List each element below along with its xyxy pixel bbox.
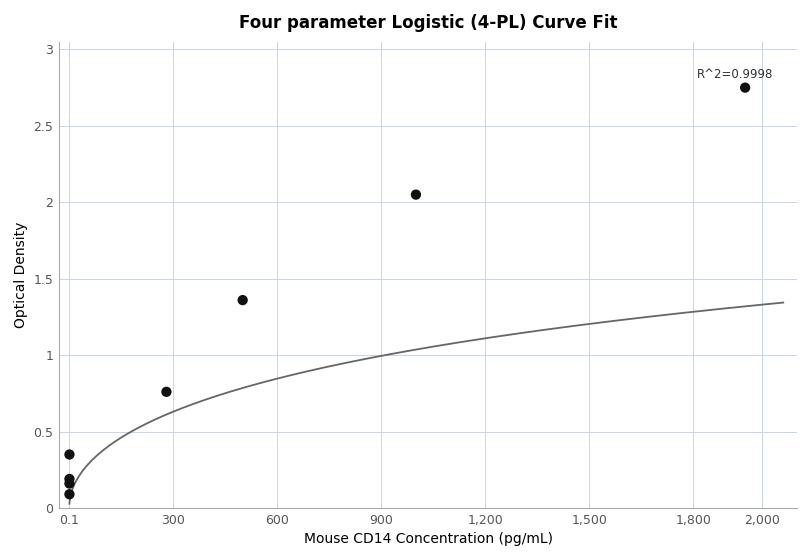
Point bbox=[63, 490, 76, 499]
Point bbox=[63, 479, 76, 488]
Point bbox=[410, 190, 423, 199]
Text: R^2=0.9998: R^2=0.9998 bbox=[697, 68, 773, 81]
Point bbox=[63, 450, 76, 459]
Point bbox=[160, 388, 173, 396]
Point bbox=[236, 296, 249, 305]
X-axis label: Mouse CD14 Concentration (pg/mL): Mouse CD14 Concentration (pg/mL) bbox=[303, 532, 552, 546]
Y-axis label: Optical Density: Optical Density bbox=[14, 222, 28, 328]
Title: Four parameter Logistic (4-PL) Curve Fit: Four parameter Logistic (4-PL) Curve Fit bbox=[238, 14, 617, 32]
Point bbox=[63, 474, 76, 483]
Point bbox=[739, 83, 752, 92]
